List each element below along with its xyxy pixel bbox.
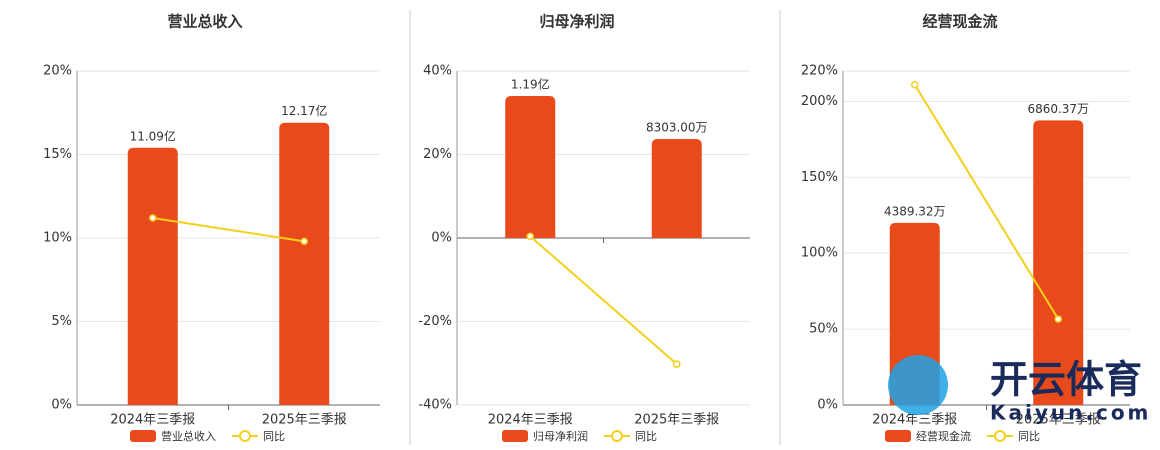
value-label: 1.19亿 — [511, 77, 550, 92]
legend-label: 营业总收入 — [161, 429, 216, 443]
legend-label: 同比 — [1018, 430, 1040, 443]
bar — [1033, 120, 1084, 406]
x-tick-label: 2024年三季报 — [110, 413, 195, 428]
y-tick-label: 100% — [801, 246, 838, 261]
legend-label: 归母净利润 — [533, 429, 588, 443]
legend-marker — [994, 430, 1006, 442]
watermark-url: Kaiyun.com — [990, 401, 1151, 425]
y-tick-label: -40% — [418, 398, 452, 413]
y-tick-label: 200% — [801, 94, 838, 109]
y-tick-label: 15% — [43, 147, 72, 162]
line-point — [149, 214, 157, 222]
y-tick-label: 40% — [423, 64, 452, 79]
bar — [127, 147, 178, 405]
legend-label: 同比 — [635, 430, 657, 443]
legend-swatch — [502, 430, 528, 442]
y-tick-label: 50% — [809, 322, 838, 337]
legend-label: 经营现金流 — [916, 429, 971, 443]
line-point — [911, 80, 919, 89]
y-tick-label: 5% — [51, 314, 72, 329]
value-label: 11.09亿 — [130, 128, 176, 143]
y-tick-label: 150% — [801, 170, 838, 185]
line-point — [526, 232, 534, 241]
line — [529, 235, 678, 365]
line — [913, 84, 1060, 320]
legend-label: 同比 — [263, 430, 285, 443]
chart-title: 经营现金流 — [922, 13, 997, 31]
legend-swatch — [885, 430, 911, 442]
bar — [279, 122, 330, 406]
line-point — [300, 237, 308, 246]
value-label: 12.17亿 — [281, 103, 327, 118]
x-tick-label: 2025年三季报 — [634, 413, 719, 428]
value-label: 4389.32万 — [884, 204, 946, 218]
y-tick-label: 0% — [431, 231, 452, 246]
legend-marker — [239, 430, 251, 442]
line-point — [673, 360, 681, 368]
line — [152, 216, 305, 243]
y-tick-label: 10% — [43, 231, 72, 246]
y-tick-label: 20% — [423, 147, 452, 162]
bar — [651, 138, 702, 238]
x-tick-label: 2024年三季报 — [488, 413, 573, 428]
chart-title: 归母净利润 — [539, 13, 614, 31]
legend-marker — [611, 430, 623, 442]
watermark-text: 开云体育 — [990, 358, 1142, 402]
watermark-logo — [888, 355, 948, 415]
y-tick-label: 220% — [801, 64, 838, 79]
x-tick-label: 2024年三季报 — [872, 413, 957, 428]
y-tick-label: 0% — [817, 398, 838, 413]
y-tick-label: -20% — [418, 314, 452, 329]
x-tick-label: 2025年三季报 — [262, 413, 347, 428]
y-tick-label: 0% — [51, 398, 72, 413]
chart-title: 营业总收入 — [167, 13, 242, 31]
value-label: 6860.37万 — [1027, 102, 1089, 116]
x-tick-label: 2025年三季报 — [1016, 413, 1101, 428]
legend-swatch — [130, 430, 156, 442]
y-tick-label: 20% — [43, 64, 72, 79]
line-point — [1054, 315, 1062, 323]
bar — [505, 96, 556, 238]
value-label: 8303.00万 — [646, 120, 708, 134]
